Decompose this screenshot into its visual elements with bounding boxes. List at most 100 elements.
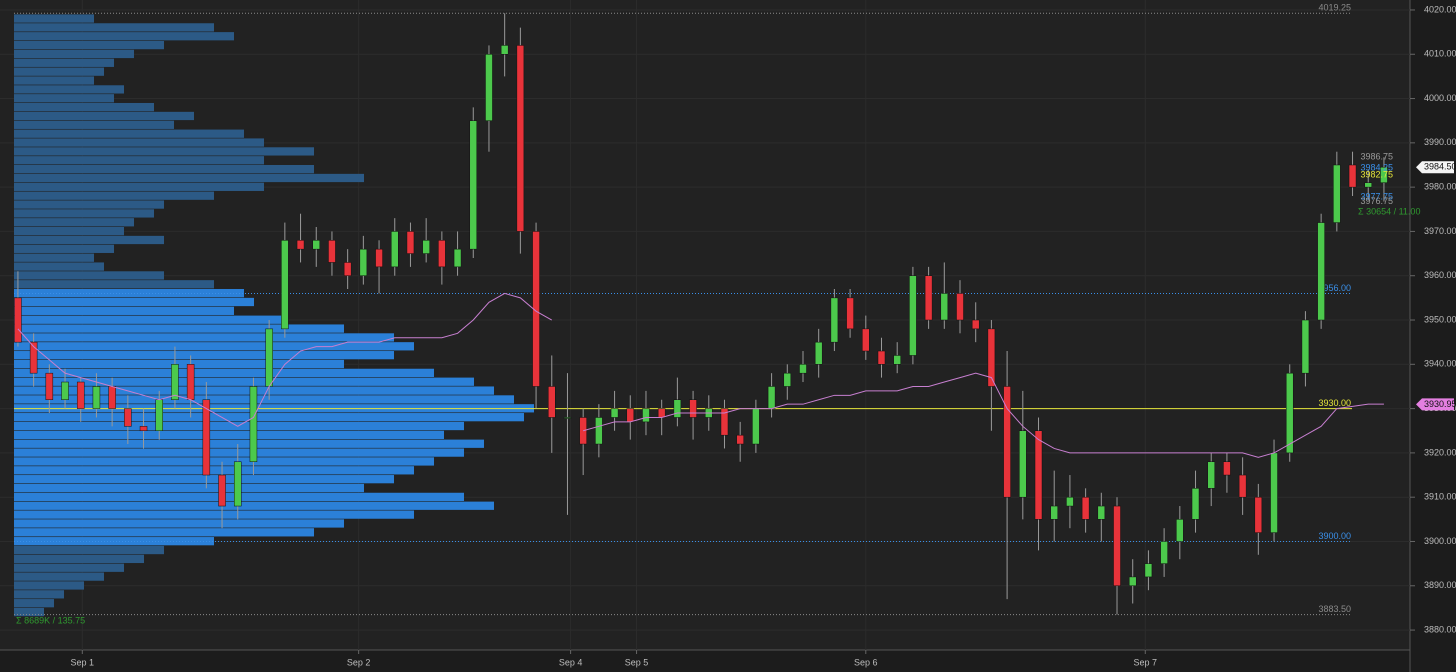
profile-bar: [14, 138, 264, 147]
y-tick-label: 3940.00: [1424, 359, 1456, 369]
profile-bar: [14, 32, 234, 41]
y-tick-label: 3880.00: [1424, 624, 1456, 634]
candle-body: [657, 408, 666, 418]
profile-bar: [14, 76, 94, 85]
inset-label: 3977.75: [1360, 191, 1393, 201]
candle-body: [752, 408, 760, 445]
profile-bar: [14, 23, 214, 32]
levels: 4019.25 3956.00 3930.00 3900.00 3883.50: [14, 3, 1352, 616]
candle-body: [108, 386, 116, 409]
profile-bar: [14, 368, 434, 377]
candle-body: [500, 45, 509, 55]
candle-body: [689, 399, 697, 418]
profile-bar: [14, 342, 414, 351]
candle-body: [45, 372, 54, 400]
candle-body: [673, 399, 682, 418]
candle-body: [956, 293, 964, 321]
candle-body: [1050, 505, 1058, 520]
profile-bar: [14, 607, 44, 617]
profile-bar: [14, 519, 344, 528]
inset-label: 3976.75: [1360, 196, 1393, 206]
candle-body: [29, 341, 38, 374]
candle-body: [1128, 576, 1137, 587]
candle-body: [924, 275, 933, 321]
y-tick-label: 3910.00: [1424, 492, 1456, 502]
candle-body: [1317, 222, 1325, 321]
profile-bar: [14, 191, 214, 200]
candle-body: [171, 364, 179, 400]
candle-body: [532, 231, 540, 387]
profile-bar: [14, 413, 524, 422]
inset-label: 3984.25: [1360, 163, 1393, 173]
profile-bar: [14, 430, 444, 440]
level-label: 3930.00: [1318, 398, 1351, 408]
y-tick-label: 3970.00: [1424, 226, 1456, 236]
candle-body: [940, 293, 949, 321]
candle-body: [548, 386, 556, 418]
x-tick-label: Sep 7: [1134, 657, 1158, 667]
candle-body: [595, 417, 603, 445]
y-tick-label: 4020.00: [1424, 4, 1456, 14]
profile-bar: [14, 102, 154, 112]
vwap-line: [17, 292, 553, 427]
price-tag: [1416, 161, 1454, 174]
candle-body: [422, 240, 430, 254]
x-tick-label: Sep 1: [71, 657, 95, 667]
profile-bar: [14, 457, 434, 466]
profile-bar: [14, 49, 134, 59]
inset-label: 3986.75: [1360, 152, 1393, 162]
candle-body: [343, 262, 352, 276]
vwap-line: [583, 372, 1384, 458]
candle-body: [218, 474, 226, 507]
candle-body: [563, 417, 572, 419]
price-tag-label: 3984.50: [1424, 162, 1456, 172]
candle-body: [862, 328, 870, 352]
profile-bar: [14, 129, 244, 138]
candle-body: [1097, 505, 1106, 520]
profile-bar: [14, 501, 494, 510]
profile-bar: [14, 111, 194, 121]
profile-bar: [14, 218, 134, 227]
level-label: 3883.50: [1318, 604, 1351, 614]
candle-body: [1301, 319, 1310, 374]
candle-body: [1364, 182, 1372, 188]
profile-bar: [14, 58, 114, 67]
candle-body: [328, 240, 336, 263]
candle-body: [1380, 166, 1388, 183]
candle-body: [767, 386, 776, 409]
candle-body: [626, 408, 635, 423]
candle-body: [438, 240, 446, 268]
y-tick-label: 3980.00: [1424, 182, 1456, 192]
profile-bar: [14, 271, 164, 280]
candle-body: [720, 408, 729, 436]
profile-bar: [14, 306, 234, 315]
candle-body: [1003, 386, 1011, 498]
level-label: 3900.00: [1318, 531, 1351, 541]
profile-bar: [14, 572, 104, 581]
candle-body: [1144, 563, 1153, 578]
profile-bar: [14, 359, 344, 369]
level-label: 3956.00: [1318, 283, 1351, 293]
price-tag: [1416, 398, 1454, 411]
profile-bar: [14, 581, 84, 590]
candle-body: [610, 408, 619, 418]
candle-body: [1019, 430, 1027, 498]
y-tick-label: 3890.00: [1424, 580, 1456, 590]
candle-body: [814, 341, 823, 365]
candle-body: [971, 319, 980, 330]
candle-body: [453, 248, 462, 268]
profile-bar: [14, 280, 214, 289]
candle-body: [14, 297, 22, 343]
x-tick-label: Sep 4: [559, 657, 583, 667]
profile-bar: [14, 554, 144, 564]
candle-body: [312, 240, 320, 250]
profile-bar: [14, 510, 414, 519]
profile-bar: [14, 590, 64, 599]
profile-bar: [14, 67, 104, 76]
profile-bar: [14, 315, 284, 324]
candle-body: [265, 328, 273, 387]
inset-label: 3982.75: [1360, 169, 1393, 179]
profile-bar: [14, 147, 314, 156]
